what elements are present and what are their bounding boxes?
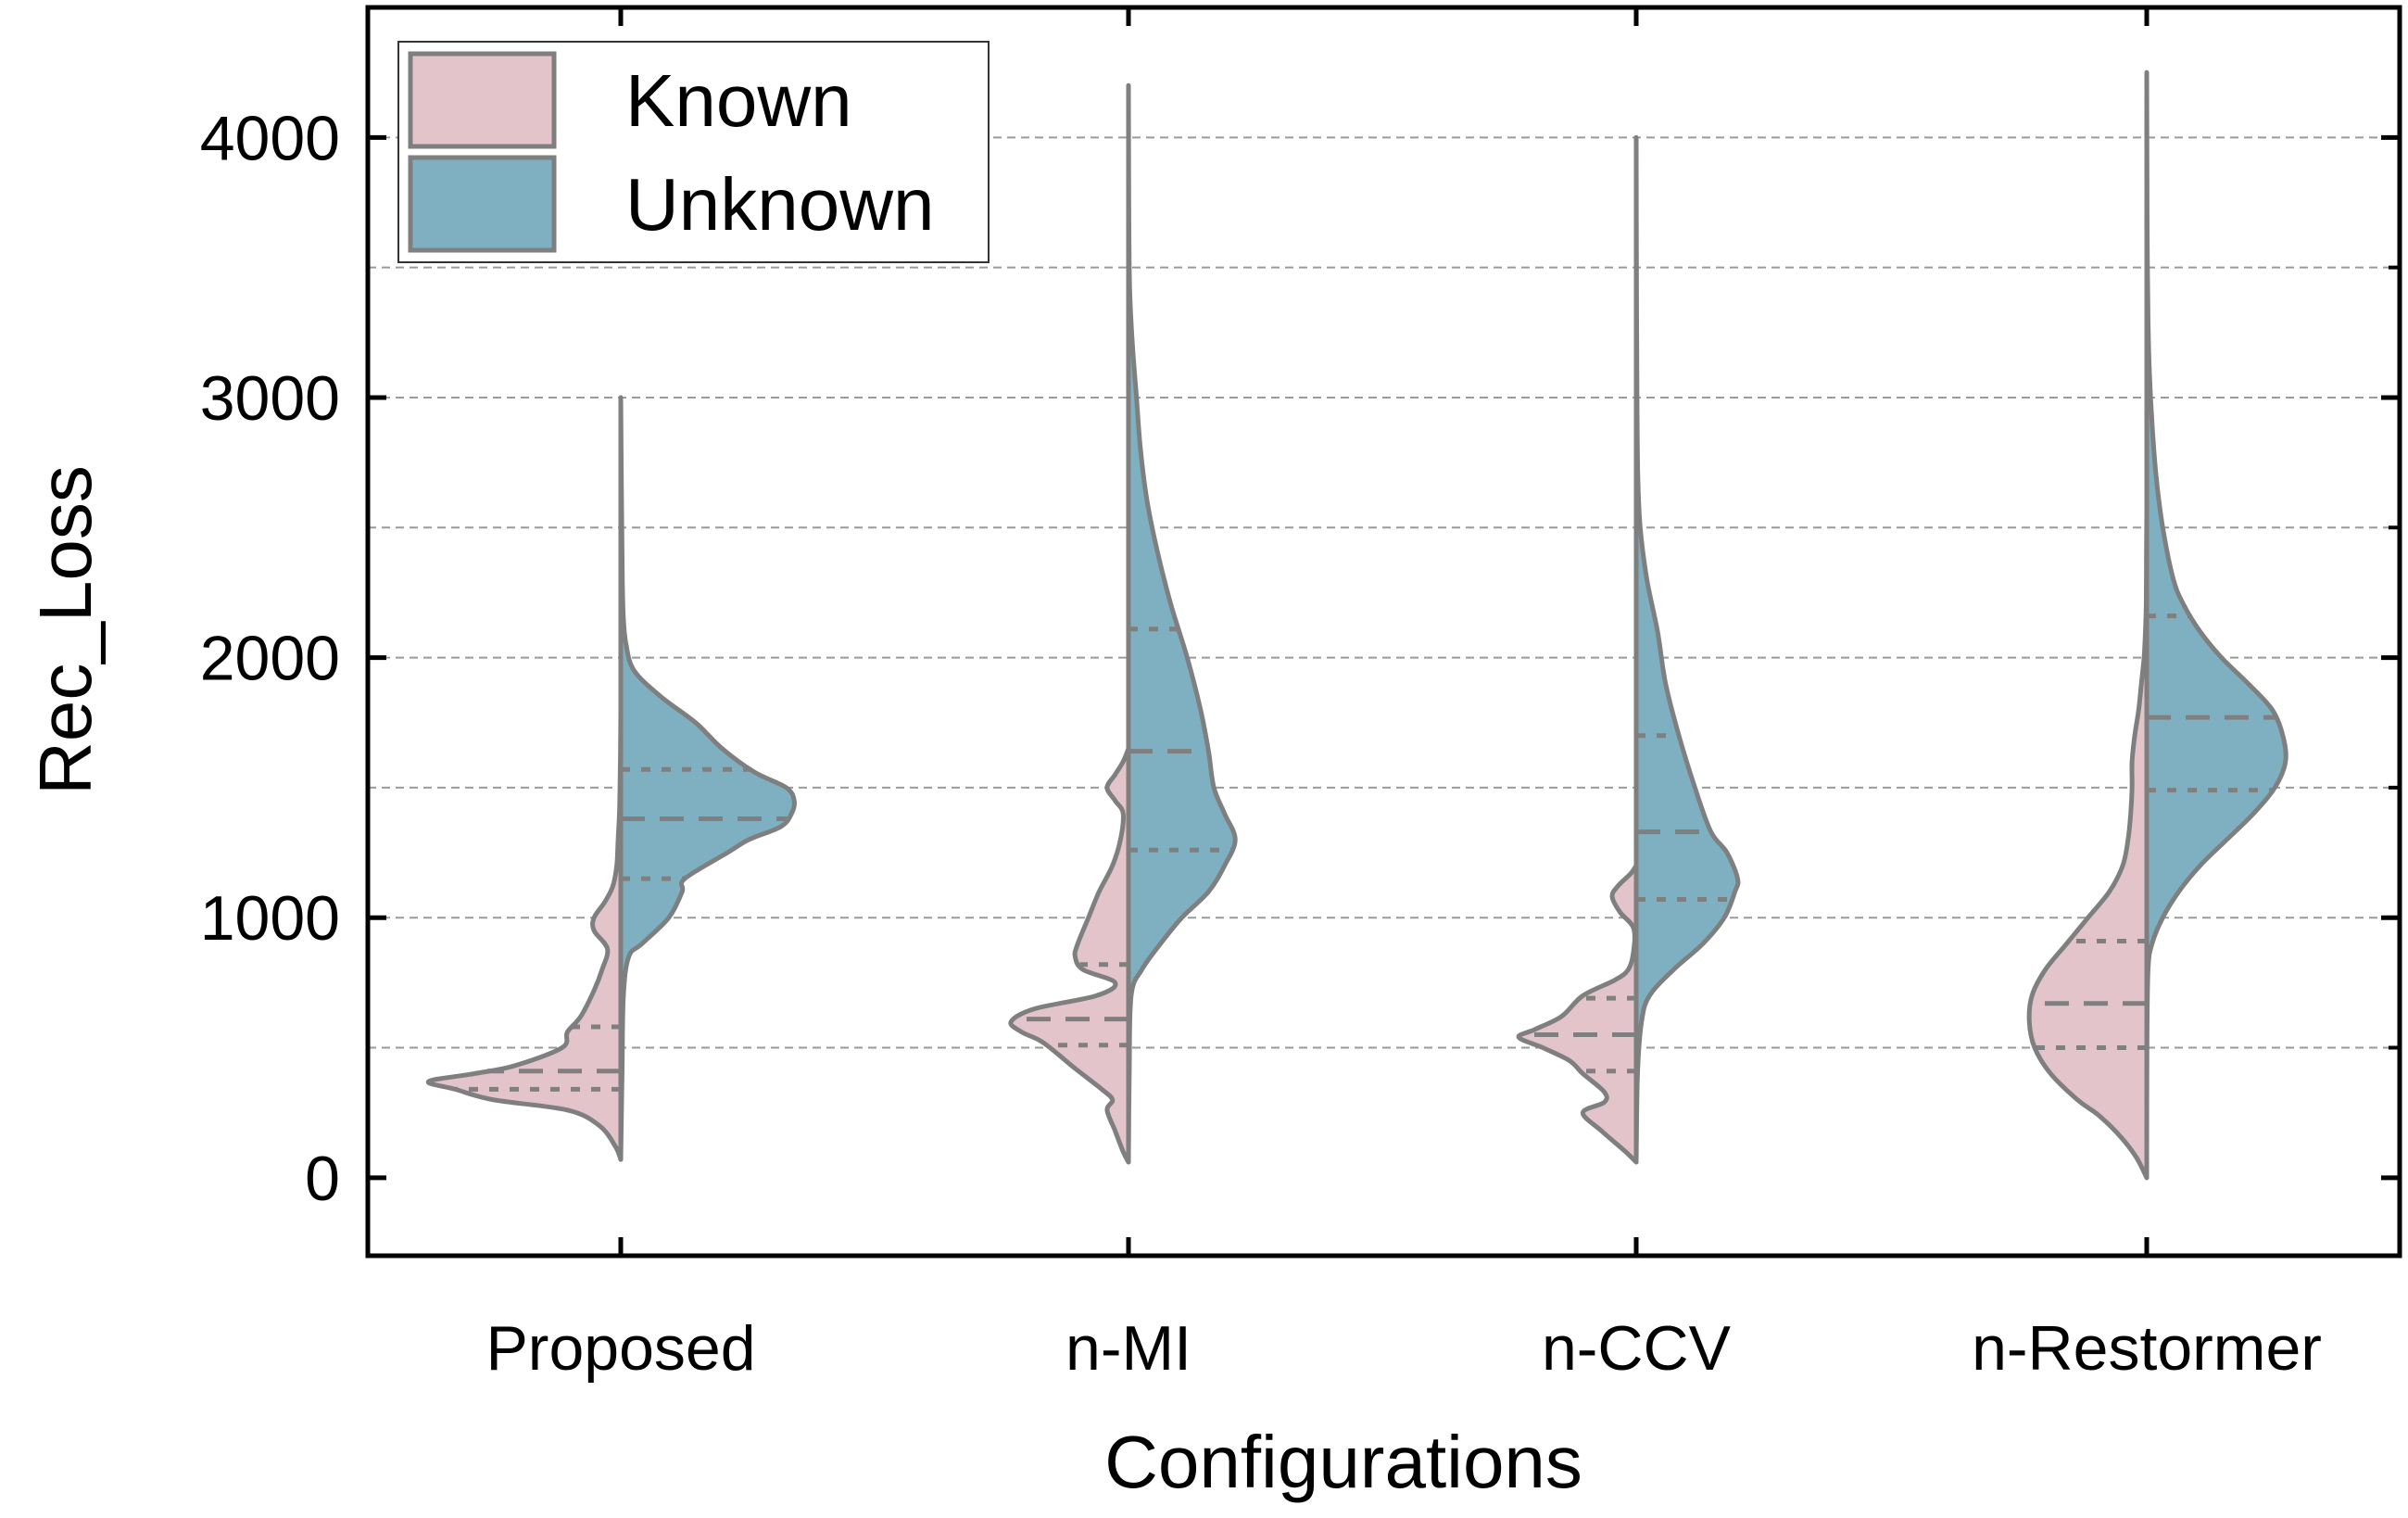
violin-unknown-proposed: [618, 395, 797, 1162]
legend-swatch-known: [408, 51, 557, 149]
violin-known-proposed: [425, 707, 624, 1162]
x-axis-title: Configurations: [1104, 1421, 1582, 1503]
x-tick-label: n-CCV: [1542, 1313, 1732, 1384]
y-axis-title: Rec_Loss: [24, 465, 107, 795]
violin-unknown-n-ccv: [1633, 134, 1741, 1165]
violin-unknown-n-restormer: [2144, 70, 2288, 1181]
violin-known-n-ccv: [1516, 863, 1639, 1165]
x-tick-label: n-Restormer: [1972, 1313, 2322, 1384]
y-tick-label: 1000: [200, 883, 340, 954]
y-tick-label: 2000: [200, 624, 340, 694]
x-tick-label: Proposed: [485, 1313, 755, 1384]
plot-frame: [365, 5, 2402, 1259]
violin-known-n-mi: [1008, 746, 1131, 1165]
y-axis-ticks: 0 1000 2000 3000 4000: [200, 103, 2402, 1214]
legend: Known Unknown: [397, 41, 990, 263]
y-tick-label: 3000: [200, 363, 340, 434]
x-tick-label: n-MI: [1065, 1313, 1191, 1384]
legend-label-unknown: Unknown: [625, 163, 935, 246]
gridlines: [368, 136, 2400, 1049]
axes: [365, 5, 2402, 1259]
y-tick-label: 0: [305, 1144, 340, 1214]
y-tick-label: 4000: [200, 103, 340, 173]
legend-swatch-unknown: [408, 155, 557, 253]
violin-unknown-n-mi: [1126, 82, 1238, 1165]
legend-label-known: Known: [625, 59, 852, 142]
x-axis-ticks: Proposed n-MI n-CCV n-Restormer: [485, 7, 2322, 1384]
violins: [425, 70, 2288, 1181]
violin-known-n-restormer: [2026, 512, 2150, 1181]
